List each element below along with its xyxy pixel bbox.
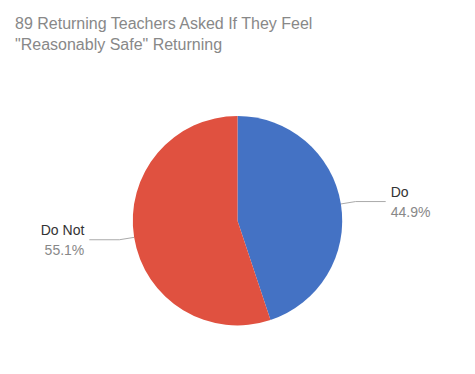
svg-text:Do Not: Do Not — [41, 222, 85, 238]
svg-text:44.9%: 44.9% — [391, 204, 431, 220]
svg-text:"Reasonably Safe" Returning: "Reasonably Safe" Returning — [15, 36, 222, 53]
svg-text:89 Returning Teachers Asked If: 89 Returning Teachers Asked If They Feel — [15, 15, 312, 32]
svg-text:Do: Do — [391, 184, 409, 200]
svg-text:55.1%: 55.1% — [45, 242, 85, 258]
